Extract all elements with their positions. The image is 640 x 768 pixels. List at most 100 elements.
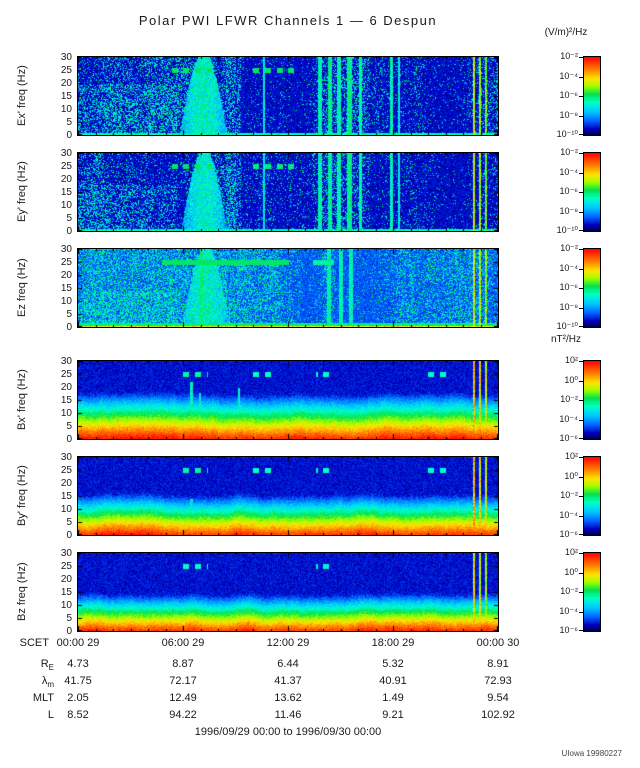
- re-value-4: 8.91: [487, 658, 509, 670]
- bz-cbtick-0: 10²: [564, 547, 578, 557]
- ey-cbtick-2: 10⁻⁶: [559, 186, 578, 196]
- lambda-m-value-4: 72.93: [484, 675, 512, 687]
- mlt-value-3: 1.49: [382, 692, 404, 704]
- ex-cbtickmark-4: [579, 134, 583, 135]
- ey-cbtick-1: 10⁻⁴: [559, 166, 578, 177]
- ez-cbtickmark-0: [579, 249, 583, 250]
- by-colorbar: [583, 456, 601, 536]
- ey-cbtickmark-4: [579, 230, 583, 231]
- ey-spectrogram: [78, 153, 498, 231]
- l-value-4: 102.92: [481, 709, 515, 721]
- b-units-label: nT²/Hz: [551, 334, 581, 345]
- ex-cbtick-3: 10⁻⁸: [559, 109, 578, 120]
- ex-colorbar: [583, 56, 601, 136]
- ey-cbtick-4: 10⁻¹⁰: [556, 225, 578, 235]
- ez-cbtickmark-1: [579, 269, 583, 270]
- bz-cbtick-3: 10⁻⁴: [559, 605, 578, 616]
- bz-cbtick-2: 10⁻²: [560, 586, 578, 596]
- bx-ytick-15: 15: [60, 395, 72, 406]
- bz-ytick-10: 10: [60, 600, 72, 611]
- bz-cbtickmark-3: [579, 612, 583, 613]
- ex-cbtickmark-1: [579, 77, 583, 78]
- ex-ytick-10: 10: [60, 104, 72, 115]
- re-value-3: 5.32: [382, 658, 404, 670]
- bx-cbtick-3: 10⁻⁴: [559, 413, 578, 424]
- bx-colorbar: [583, 360, 601, 440]
- ex-cbtick-0: 10⁻²: [560, 51, 578, 61]
- ey-ytick-15: 15: [60, 187, 72, 198]
- ez-cbtickmark-3: [579, 308, 583, 309]
- bz-cbtick-1: 10⁰: [564, 566, 578, 577]
- ey-cbtick-3: 10⁻⁸: [559, 205, 578, 216]
- ex-cbtickmark-0: [579, 57, 583, 58]
- by-cbtickmark-3: [579, 516, 583, 517]
- bz-ylabel: Bz freq (Hz): [16, 562, 28, 622]
- re-value-0: 4.73: [67, 658, 89, 670]
- ez-cbtick-1: 10⁻⁴: [559, 262, 578, 273]
- lambda-m-value-2: 41.37: [274, 675, 302, 687]
- ex-ytick-5: 5: [66, 117, 72, 128]
- ex-ytick-20: 20: [60, 78, 72, 89]
- ex-cbtick-4: 10⁻¹⁰: [556, 129, 578, 139]
- ex-cbtickmark-2: [579, 96, 583, 97]
- by-ytick-20: 20: [60, 478, 72, 489]
- by-ytick-25: 25: [60, 465, 72, 476]
- ey-ytick-20: 20: [60, 174, 72, 185]
- lambda-m-value-0: 41.75: [64, 675, 92, 687]
- plot-title: Polar PWI LFWR Channels 1 — 6 Despun: [138, 13, 438, 28]
- ez-ytick-15: 15: [60, 283, 72, 294]
- lambda-m-row-label: λm: [41, 675, 54, 690]
- ey-ytick-10: 10: [60, 200, 72, 211]
- by-ytick-5: 5: [66, 517, 72, 528]
- bx-cbtickmark-0: [579, 361, 583, 362]
- ez-ytick-20: 20: [60, 270, 72, 281]
- by-cbtickmark-1: [579, 477, 583, 478]
- bz-ytick-30: 30: [60, 548, 72, 559]
- ez-colorbar: [583, 248, 601, 328]
- bx-cbtickmark-3: [579, 420, 583, 421]
- by-cbtick-3: 10⁻⁴: [559, 509, 578, 520]
- ez-ytick-5: 5: [66, 309, 72, 320]
- ez-ylabel: Ez freq (Hz): [16, 258, 28, 318]
- bz-ytick-25: 25: [60, 561, 72, 572]
- scet-tick-3: 18:00 29: [371, 637, 415, 649]
- by-ytick-30: 30: [60, 452, 72, 463]
- mlt-value-1: 12.49: [169, 692, 197, 704]
- ez-ytick-0: 0: [66, 322, 72, 333]
- ey-cbtickmark-2: [579, 192, 583, 193]
- by-cbtickmark-2: [579, 496, 583, 497]
- ey-colorbar: [583, 152, 601, 232]
- ey-ytick-30: 30: [60, 148, 72, 159]
- ez-cbtickmark-4: [579, 326, 583, 327]
- scet-tick-0: 00:00 29: [56, 637, 100, 649]
- ey-ytick-0: 0: [66, 226, 72, 237]
- bz-colorbar: [583, 552, 601, 632]
- bz-ytick-0: 0: [66, 626, 72, 637]
- ex-ytick-25: 25: [60, 65, 72, 76]
- ex-cbtickmark-3: [579, 116, 583, 117]
- by-cbtick-1: 10⁰: [564, 470, 578, 481]
- ez-cbtick-3: 10⁻⁸: [559, 301, 578, 312]
- bz-cbtickmark-2: [579, 592, 583, 593]
- by-ytick-15: 15: [60, 491, 72, 502]
- ez-cbtick-4: 10⁻¹⁰: [556, 321, 578, 331]
- ex-ytick-0: 0: [66, 130, 72, 141]
- bx-cbtickmark-4: [579, 438, 583, 439]
- by-cbtick-0: 10²: [564, 451, 578, 461]
- bx-ytick-30: 30: [60, 356, 72, 367]
- bx-ytick-20: 20: [60, 382, 72, 393]
- by-ylabel: By' freq (Hz): [16, 465, 28, 527]
- by-ytick-0: 0: [66, 530, 72, 541]
- bx-ytick-10: 10: [60, 408, 72, 419]
- ex-ylabel: Ex' freq (Hz): [16, 65, 28, 127]
- bx-cbtick-2: 10⁻²: [560, 394, 578, 404]
- mlt-value-2: 13.62: [274, 692, 302, 704]
- bx-cbtickmark-1: [579, 381, 583, 382]
- ey-plot-frame: [77, 152, 499, 232]
- by-cbtickmark-4: [579, 534, 583, 535]
- l-value-0: 8.52: [67, 709, 89, 721]
- bx-plot-frame: [77, 360, 499, 440]
- l-row-label: L: [47, 709, 54, 721]
- bz-cbtickmark-4: [579, 630, 583, 631]
